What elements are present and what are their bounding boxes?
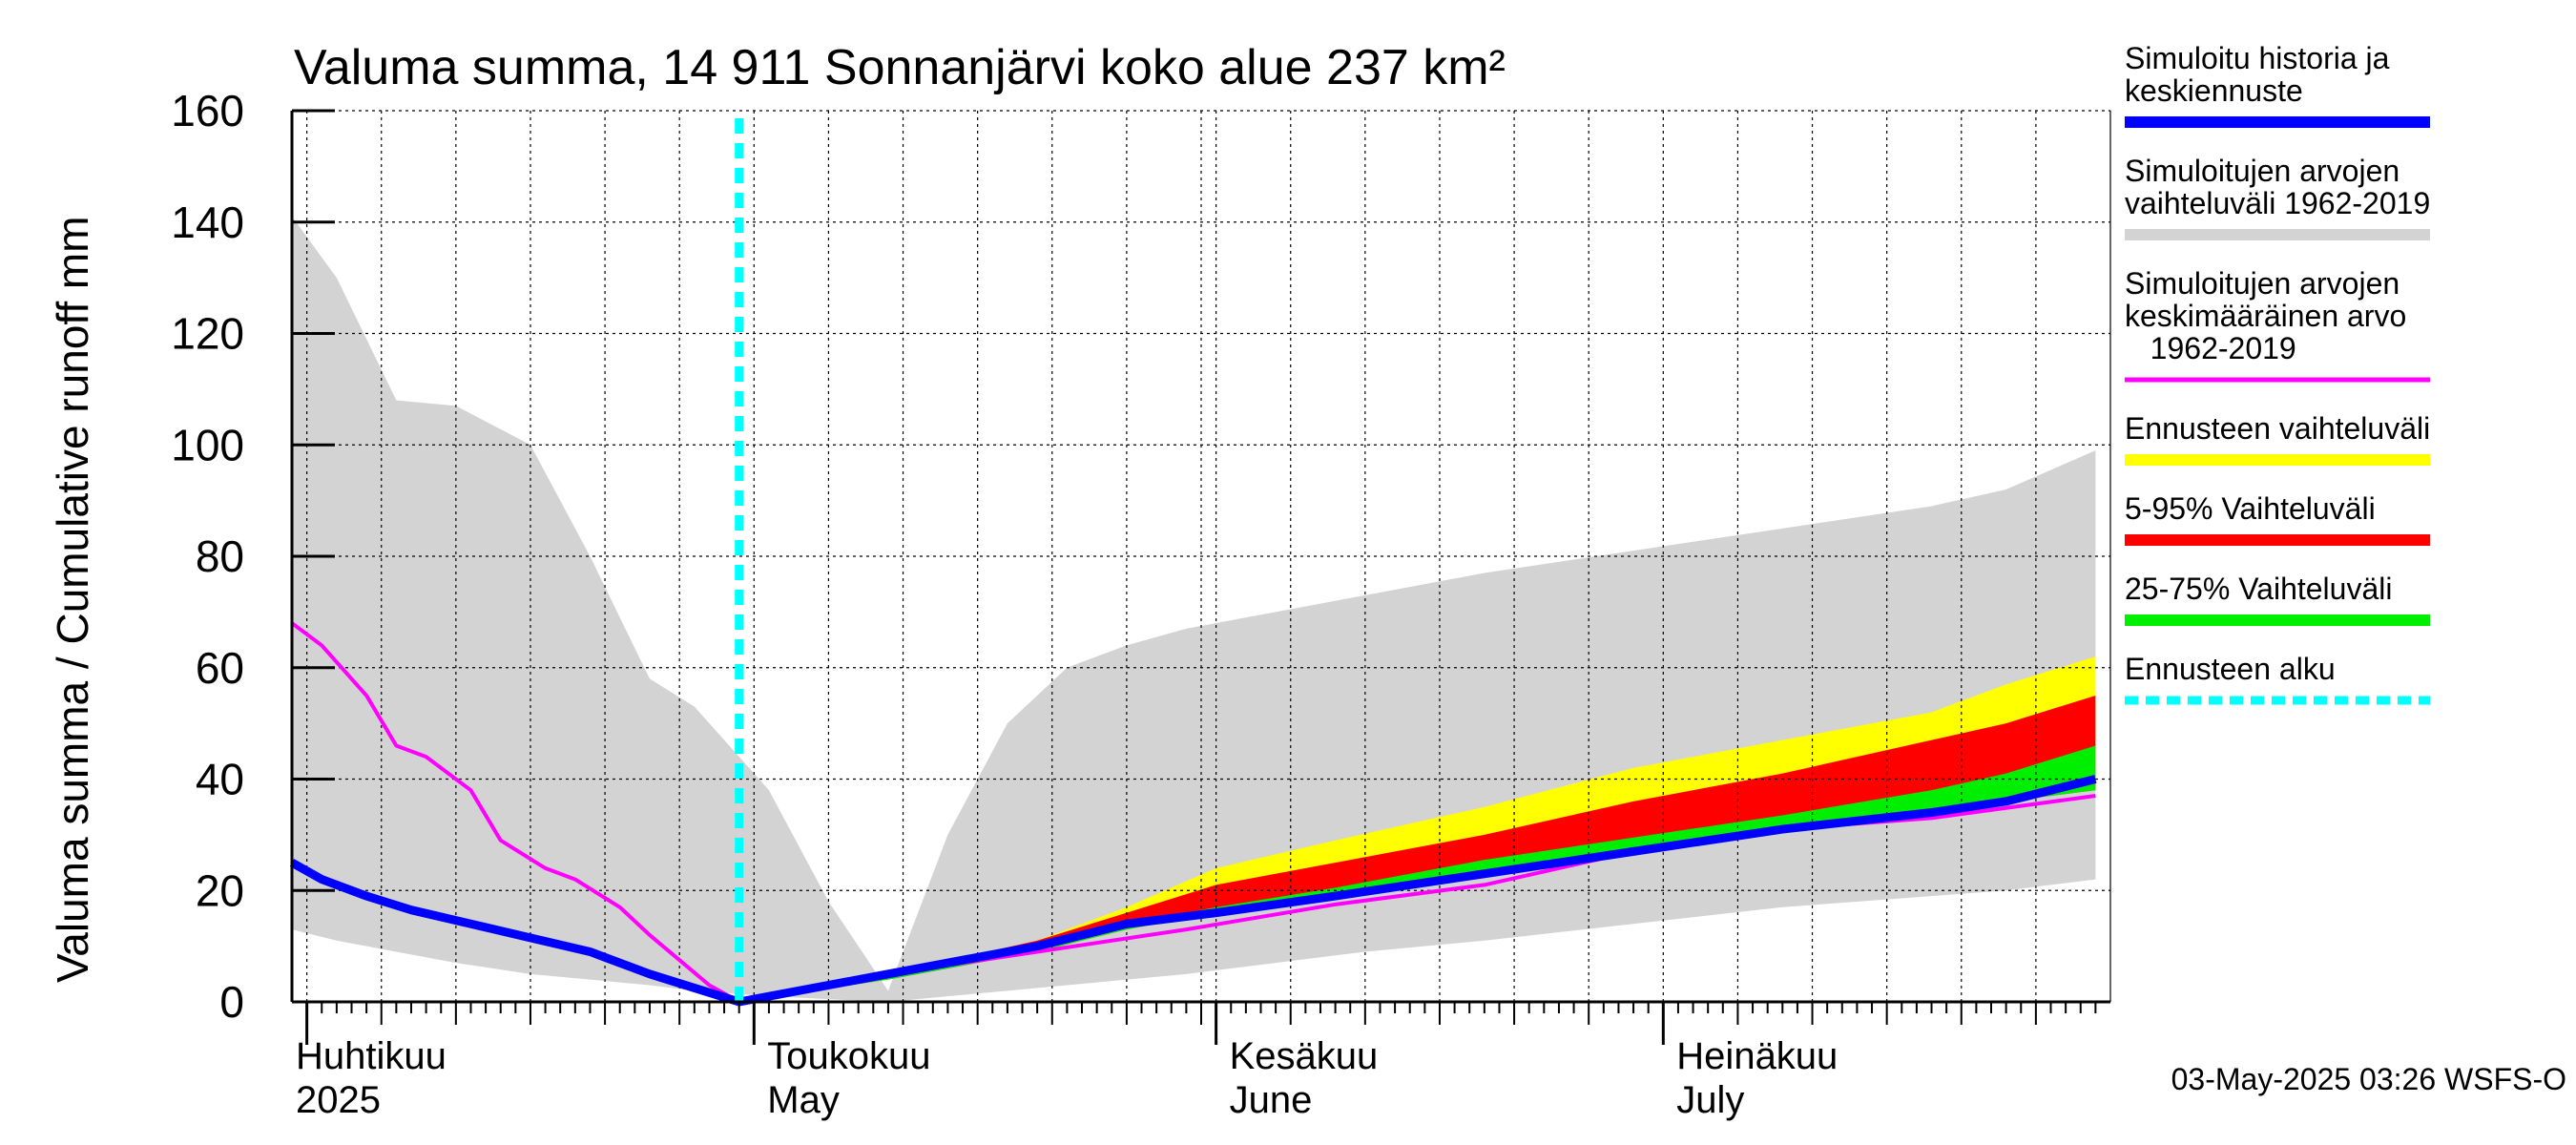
legend-label: keskimääräinen arvo (2125, 299, 2406, 333)
month-label-en: May (767, 1079, 840, 1121)
y-tick-label: 160 (171, 86, 244, 135)
legend-label: Simuloitujen arvojen (2125, 154, 2399, 188)
series-line-forecast (289, 775, 2097, 1007)
legend-label: 1962-2019 (2125, 331, 2296, 365)
month-label-fi: Toukokuu (767, 1035, 930, 1077)
y-tick-label: 40 (196, 755, 244, 804)
legend-label: 25-75% Vaihteluväli (2125, 572, 2392, 606)
footer-timestamp: 03-May-2025 03:26 WSFS-O (2171, 1062, 2566, 1096)
month-label-fi: Huhtikuu (296, 1035, 447, 1077)
month-label-en: June (1230, 1079, 1313, 1121)
legend-label: Ennusteen alku (2125, 652, 2336, 686)
legend-label: vaihteluväli 1962-2019 (2125, 186, 2430, 220)
month-label-en: 2025 (296, 1079, 381, 1121)
plot-grid (292, 110, 2110, 1003)
legend-label: Simuloitu historia ja (2125, 41, 2390, 75)
band-2 (738, 656, 2096, 1002)
y-tick-label: 120 (171, 309, 244, 359)
legend-label: Ennusteen vaihteluväli (2125, 411, 2430, 446)
legend-label: keskiennuste (2125, 73, 2303, 108)
y-tick-label: 140 (171, 198, 244, 247)
y-tick-label: 100 (171, 420, 244, 469)
y-tick-label: 80 (196, 531, 244, 581)
month-label-fi: Heinäkuu (1676, 1035, 1838, 1077)
legend-label: Simuloitujen arvojen (2125, 266, 2399, 301)
plot-lines (289, 118, 2097, 1007)
band-3 (738, 695, 2096, 1002)
y-tick-label: 0 (219, 977, 244, 1027)
series-line-mean (290, 621, 2096, 1004)
legend-label: 5-95% Vaihteluväli (2125, 491, 2376, 526)
chart-title: Valuma summa, 14 911 Sonnanjärvi koko al… (294, 40, 1506, 95)
y-tick-label: 20 (196, 865, 244, 915)
y-tick-label: 60 (196, 643, 244, 693)
y-axis-label: Valuma summa / Cumulative runoff mm (48, 216, 97, 983)
month-label-en: July (1676, 1079, 1744, 1121)
month-label-fi: Kesäkuu (1230, 1035, 1379, 1077)
plot-bands (292, 216, 2096, 1003)
